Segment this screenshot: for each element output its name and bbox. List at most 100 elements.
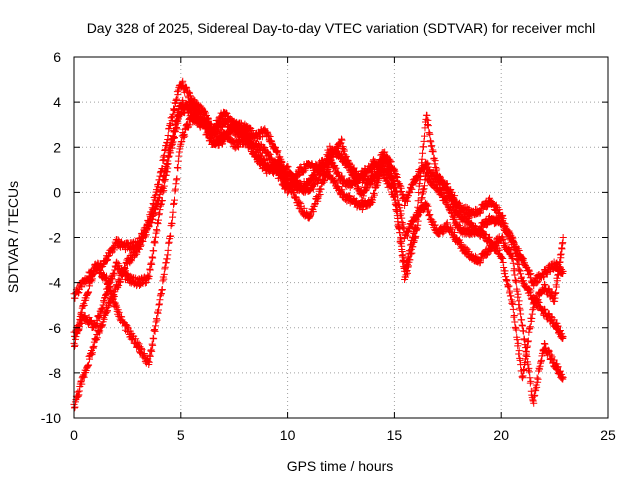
- data-point: [428, 142, 436, 150]
- data-point: [520, 366, 528, 374]
- data-point: [515, 297, 523, 305]
- y-tick-label: -8: [49, 365, 62, 381]
- data-point: [417, 173, 425, 181]
- data-point: [153, 227, 161, 235]
- data-point: [274, 147, 282, 155]
- data-point: [510, 311, 518, 319]
- data-point: [526, 323, 534, 331]
- data-point: [164, 160, 172, 168]
- data-point: [396, 204, 404, 212]
- data-point: [93, 334, 101, 342]
- data-point: [317, 185, 325, 193]
- data-point: [149, 254, 157, 262]
- data-point: [181, 109, 189, 117]
- data-point: [127, 257, 135, 265]
- data-point: [534, 277, 542, 285]
- data-point: [509, 238, 517, 246]
- data-point: [300, 168, 308, 176]
- data-point: [510, 265, 518, 273]
- data-point: [524, 337, 532, 345]
- data-point: [404, 260, 412, 268]
- data-point: [150, 335, 158, 343]
- data-point: [408, 240, 416, 248]
- data-point: [393, 212, 401, 220]
- data-point: [418, 155, 426, 163]
- data-point: [186, 121, 194, 129]
- x-tick-label: 25: [600, 427, 616, 443]
- data-point: [451, 228, 459, 236]
- data-point: [167, 232, 175, 240]
- data-point: [415, 188, 423, 196]
- data-point: [515, 347, 523, 355]
- y-tick-label: -10: [41, 410, 61, 426]
- y-tick-label: 4: [53, 94, 61, 110]
- data-point: [173, 175, 181, 183]
- data-point: [417, 165, 425, 173]
- data-point: [512, 278, 520, 286]
- data-point: [550, 356, 558, 364]
- data-point: [384, 159, 392, 167]
- y-axis-title: SDTVAR / TECUs: [5, 181, 21, 293]
- data-point: [559, 267, 567, 275]
- data-point: [173, 125, 181, 133]
- data-point: [164, 132, 172, 140]
- data-point: [514, 256, 522, 264]
- data-point: [167, 122, 175, 130]
- x-tick-label: 5: [177, 427, 185, 443]
- data-point: [527, 287, 535, 295]
- data-point: [71, 341, 79, 349]
- data-point: [533, 299, 541, 307]
- data-point: [420, 132, 428, 140]
- data-point: [534, 296, 542, 304]
- data-point: [384, 176, 392, 184]
- data-point: [423, 168, 431, 176]
- data-point: [158, 286, 166, 294]
- data-point: [527, 377, 535, 385]
- data-point: [338, 172, 346, 180]
- data-point: [170, 196, 178, 204]
- data-point: [554, 322, 562, 330]
- data-point: [431, 157, 439, 165]
- x-tick-label: 15: [387, 427, 403, 443]
- data-point: [85, 288, 93, 296]
- data-point: [284, 163, 292, 171]
- data-point: [85, 361, 93, 369]
- data-point: [465, 248, 473, 256]
- data-point: [338, 186, 346, 194]
- y-tick-label: 2: [53, 139, 61, 155]
- data-point: [284, 189, 292, 197]
- data-point: [520, 327, 528, 335]
- data-point: [406, 247, 414, 255]
- data-point: [248, 127, 256, 134]
- y-tick-label: 0: [53, 184, 61, 200]
- data-point: [215, 137, 223, 145]
- data-point: [462, 244, 470, 252]
- axes: 0 5 10 15 20 25 -10 -8 -6 -4 -2 0 2 4 6: [41, 49, 616, 443]
- data-point: [396, 181, 404, 189]
- data-point: [556, 326, 564, 334]
- data-point: [412, 223, 420, 231]
- data-point: [117, 278, 125, 286]
- data-point: [409, 234, 417, 242]
- data-point: [514, 245, 522, 253]
- data-points: [70, 77, 567, 412]
- data-point: [512, 326, 520, 334]
- data-point: [274, 159, 282, 167]
- data-point: [150, 247, 158, 255]
- y-tick-label: 6: [53, 49, 61, 65]
- data-point: [513, 336, 521, 344]
- data-point: [515, 260, 523, 268]
- x-axis-title: GPS time / hours: [287, 458, 394, 474]
- data-point: [169, 208, 177, 216]
- data-point: [424, 122, 432, 130]
- data-point: [377, 164, 385, 172]
- data-point: [135, 340, 143, 348]
- data-point: [465, 214, 473, 222]
- data-point: [370, 191, 378, 199]
- data-point: [514, 339, 522, 347]
- data-point: [553, 283, 561, 291]
- data-point: [557, 250, 565, 258]
